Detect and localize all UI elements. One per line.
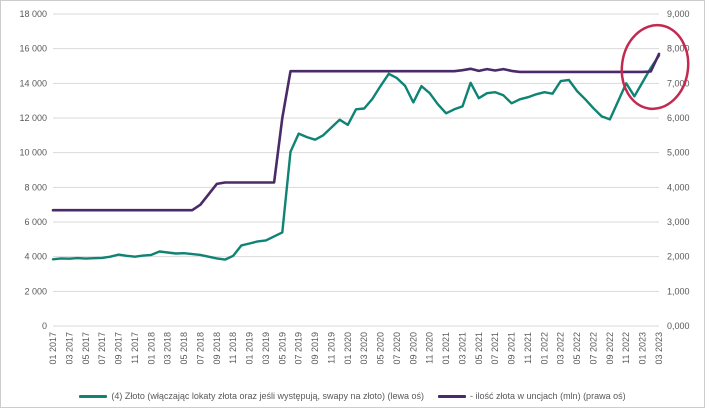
y-axis-label-right: 4,000 [667,182,690,192]
x-axis-label: 07 2019 [294,332,304,365]
x-axis-label: 09 2022 [605,332,615,365]
y-axis-label-right: 5,000 [667,148,690,158]
x-axis-label: 11 2019 [326,332,336,364]
x-axis-label: 03 2017 [64,332,74,365]
y-axis-label-right: 9,000 [667,9,690,19]
y-axis-label-left: 6 000 [24,217,47,227]
y-axis-label-left: 2 000 [24,286,47,296]
x-axis-label: 11 2022 [621,332,631,364]
series-line-gold-ounces [51,52,661,212]
legend-item-gold-value: (4) Złoto (włączając lokaty złota oraz j… [79,391,424,401]
x-axis-label: 03 2023 [654,332,664,365]
legend-label-gold-value: (4) Złoto (włączając lokaty złota oraz j… [111,391,425,401]
x-axis-label: 05 2020 [376,332,386,365]
x-axis-label: 03 2022 [556,332,566,365]
x-axis-label: 01 2022 [539,332,549,365]
legend-line-swatch-teal [79,394,108,398]
x-axis-label: 05 2021 [474,332,484,365]
x-axis-label: 03 2020 [359,332,369,365]
x-axis-label: 05 2017 [81,332,91,365]
y-axis-label-left: 8 000 [24,182,47,192]
chart-legend: (4) Złoto (włączając lokaty złota oraz j… [1,391,704,401]
legend-line-swatch-purple [438,394,467,398]
x-axis-label: 07 2021 [490,332,500,365]
y-axis-label-left: 18 000 [19,9,47,19]
x-axis-label: 01 2023 [638,332,648,365]
chart-canvas: 18 000 9,000 16 000 8,000 14 000 7,000 12 000 6… [19,9,690,365]
x-axis-label: 01 2020 [343,332,353,365]
y-axis-label-left: 16 000 [19,44,47,54]
x-axis-label: 11 2021 [523,332,533,364]
x-axis-label: 09 2019 [310,332,320,365]
x-axis-label: 09 2021 [507,332,517,365]
x-axis-label: 07 2017 [97,332,107,365]
x-axis-label: 01 2019 [245,332,255,365]
highlight-ellipse-annotation [620,23,690,111]
x-axis-label: 03 2019 [261,332,271,365]
y-axis-label-right: 0,000 [667,321,690,331]
y-axis-label-left: 0 [42,321,47,331]
y-axis-label-left: 14 000 [19,78,47,88]
x-axis-label: 07 2022 [588,332,598,365]
y-axis-label-left: 4 000 [24,252,47,262]
y-axis-label-right: 7,000 [667,78,690,88]
y-axis-label-left: 10 000 [19,148,47,158]
x-axis-label: 03 2018 [163,332,173,365]
x-axis-label: 09 2017 [114,332,124,365]
x-axis-label: 09 2020 [408,332,418,365]
x-axis-label: 11 2018 [228,332,238,364]
y-axis-label-right: 2,000 [667,252,690,262]
series-line-gold-value [51,54,661,261]
x-axis-label: 11 2017 [130,332,140,364]
x-axis-label: 11 2020 [425,332,435,364]
y-axis-label-right: 1,000 [667,286,690,296]
legend-item-gold-ounces: - ilość złota w uncjach (mln) (prawa oś) [438,391,626,401]
x-axis-label: 07 2018 [195,332,205,365]
y-axis-label-right: 8,000 [667,44,690,54]
x-axis-label: 07 2020 [392,332,402,365]
y-axis-label-left: 12 000 [19,113,47,123]
x-axis-label: 05 2019 [277,332,287,365]
y-axis-label-right: 6,000 [667,113,690,123]
x-axis-label: 05 2022 [572,332,582,365]
legend-label-gold-ounces: - ilość złota w uncjach (mln) (prawa oś) [470,391,626,401]
x-axis-label: 03 2021 [457,332,467,365]
y-axis-label-right: 3,000 [667,217,690,227]
x-axis-label: 05 2018 [179,332,189,365]
x-axis-label: 01 2018 [146,332,156,365]
x-axis-label: 01 2021 [441,332,451,365]
x-axis-label: 09 2018 [212,332,222,365]
x-axis-label: 01 2017 [48,332,58,365]
